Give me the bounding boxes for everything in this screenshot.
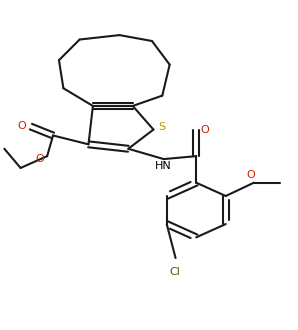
Text: O: O <box>18 121 27 131</box>
Text: O: O <box>246 170 255 180</box>
Text: S: S <box>159 122 166 132</box>
Text: O: O <box>201 124 209 135</box>
Text: Cl: Cl <box>169 267 180 277</box>
Text: O: O <box>35 154 44 164</box>
Text: HN: HN <box>154 161 171 172</box>
